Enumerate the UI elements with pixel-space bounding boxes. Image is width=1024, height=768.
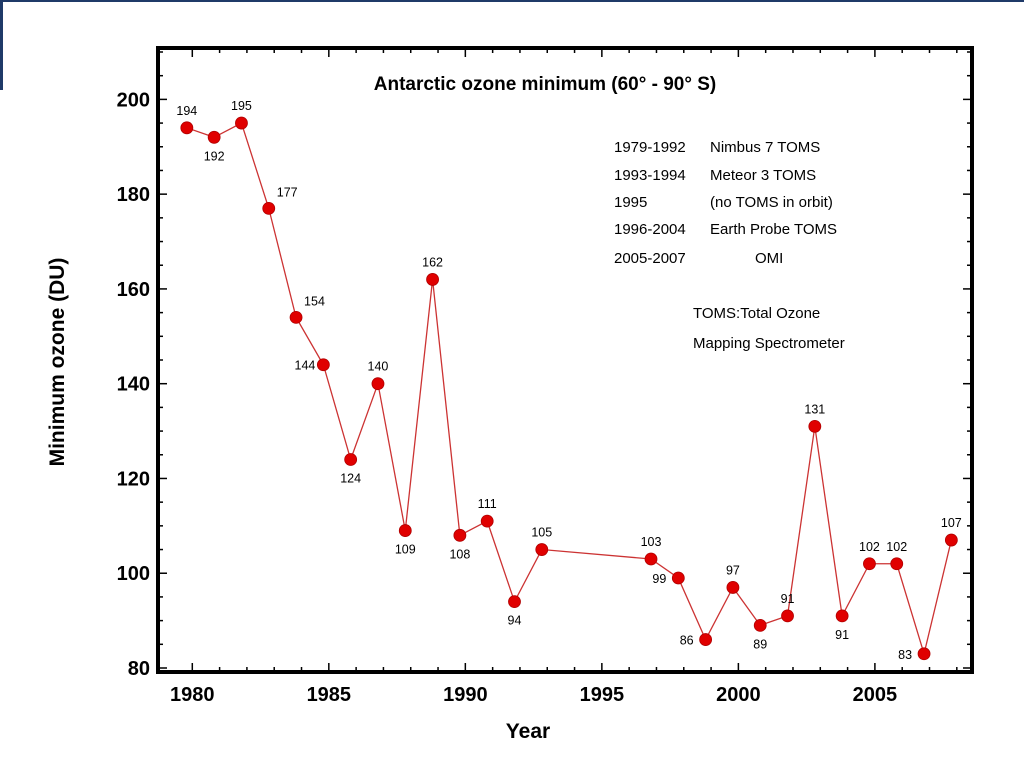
data-point xyxy=(235,116,248,130)
data-label: 111 xyxy=(478,497,497,511)
data-label: 107 xyxy=(941,516,962,530)
data-label: 102 xyxy=(886,540,907,554)
x-tick-label: 2000 xyxy=(716,684,761,706)
data-point xyxy=(289,310,303,324)
legend: 1979-1992 Nimbus 7 TOMS 1993-1994 Meteor… xyxy=(614,139,837,267)
legend-years: 1993-1994 xyxy=(614,167,686,184)
data-label: 102 xyxy=(859,540,880,554)
y-tick-label: 120 xyxy=(117,468,150,490)
data-label: 99 xyxy=(652,572,666,586)
slide-left-accent xyxy=(0,2,3,90)
data-label: 140 xyxy=(368,360,389,374)
y-tick-label: 200 xyxy=(117,89,150,111)
data-point xyxy=(917,647,931,661)
y-tick-label: 140 xyxy=(117,374,150,396)
data-point xyxy=(753,618,767,632)
y-tick-label: 100 xyxy=(117,563,150,585)
x-tick-label: 1980 xyxy=(170,684,215,706)
data-point xyxy=(781,609,794,623)
legend-source: Nimbus 7 TOMS xyxy=(710,139,820,156)
x-tick-label: 2005 xyxy=(853,684,898,706)
legend-source: (no TOMS in orbit) xyxy=(710,194,833,211)
data-label: 192 xyxy=(204,149,225,163)
data-label: 86 xyxy=(680,634,694,648)
data-label: 105 xyxy=(531,526,552,540)
data-label: 144 xyxy=(295,359,316,373)
data-point xyxy=(808,419,822,433)
data-label: 91 xyxy=(781,592,795,606)
data-point xyxy=(890,557,904,571)
data-point xyxy=(835,609,849,623)
data-point xyxy=(508,595,521,609)
data-point xyxy=(453,528,467,542)
data-label: 94 xyxy=(508,614,522,628)
data-label: 97 xyxy=(726,563,740,577)
x-tick-label: 1985 xyxy=(307,684,352,706)
y-tick-label: 160 xyxy=(117,279,150,301)
data-label: 154 xyxy=(304,294,325,308)
slide-top-rule xyxy=(0,0,1024,2)
data-point xyxy=(262,201,276,215)
ozone-series-line xyxy=(186,122,952,657)
data-point xyxy=(316,358,330,372)
data-point xyxy=(671,571,685,585)
data-label: 131 xyxy=(804,402,825,416)
data-label: 109 xyxy=(395,543,416,557)
data-point xyxy=(344,453,358,466)
data-label: 83 xyxy=(898,648,912,662)
data-label: 177 xyxy=(277,185,298,199)
data-point xyxy=(726,581,740,594)
data-label: 162 xyxy=(422,255,443,269)
legend-source: Earth Probe TOMS xyxy=(710,221,837,238)
legend-years: 1979-1992 xyxy=(614,139,686,156)
data-label: 194 xyxy=(176,104,197,118)
y-tick-label: 80 xyxy=(128,658,150,680)
plot-frame xyxy=(156,46,974,674)
data-point xyxy=(644,552,658,566)
data-label: 108 xyxy=(449,547,470,561)
data-point xyxy=(426,273,439,286)
data-point xyxy=(863,557,876,571)
data-point xyxy=(398,524,412,537)
x-tick-label: 1990 xyxy=(443,684,488,706)
legend-years: 1996-2004 xyxy=(614,221,686,238)
annotation-line: TOMS:Total Ozone xyxy=(693,305,820,322)
y-tick-label: 180 xyxy=(117,184,150,206)
data-label: 124 xyxy=(340,472,361,486)
data-point xyxy=(371,377,385,391)
data-point xyxy=(699,633,713,646)
data-label: 195 xyxy=(231,99,252,113)
data-point xyxy=(180,121,194,135)
data-point xyxy=(535,543,549,556)
data-label: 89 xyxy=(753,637,767,651)
legend-source: OMI xyxy=(755,250,783,267)
data-point xyxy=(944,533,958,547)
data-label: 103 xyxy=(641,535,662,549)
toms-annotation: TOMS:Total Ozone Mapping Spectrometer xyxy=(693,305,845,352)
data-point xyxy=(207,130,221,144)
chart-title: Antarctic ozone minimum (60° - 90° S) xyxy=(374,74,716,95)
legend-years: 1995 xyxy=(614,194,647,211)
data-label: 91 xyxy=(835,628,849,642)
annotation-line: Mapping Spectrometer xyxy=(693,335,845,352)
x-tick-label: 1995 xyxy=(580,684,625,706)
legend-years: 2005-2007 xyxy=(614,250,686,267)
data-point xyxy=(480,514,494,528)
x-axis-title: Year xyxy=(506,720,550,743)
y-axis-title: Minimum ozone (DU) xyxy=(46,258,69,467)
legend-source: Meteor 3 TOMS xyxy=(710,167,816,184)
